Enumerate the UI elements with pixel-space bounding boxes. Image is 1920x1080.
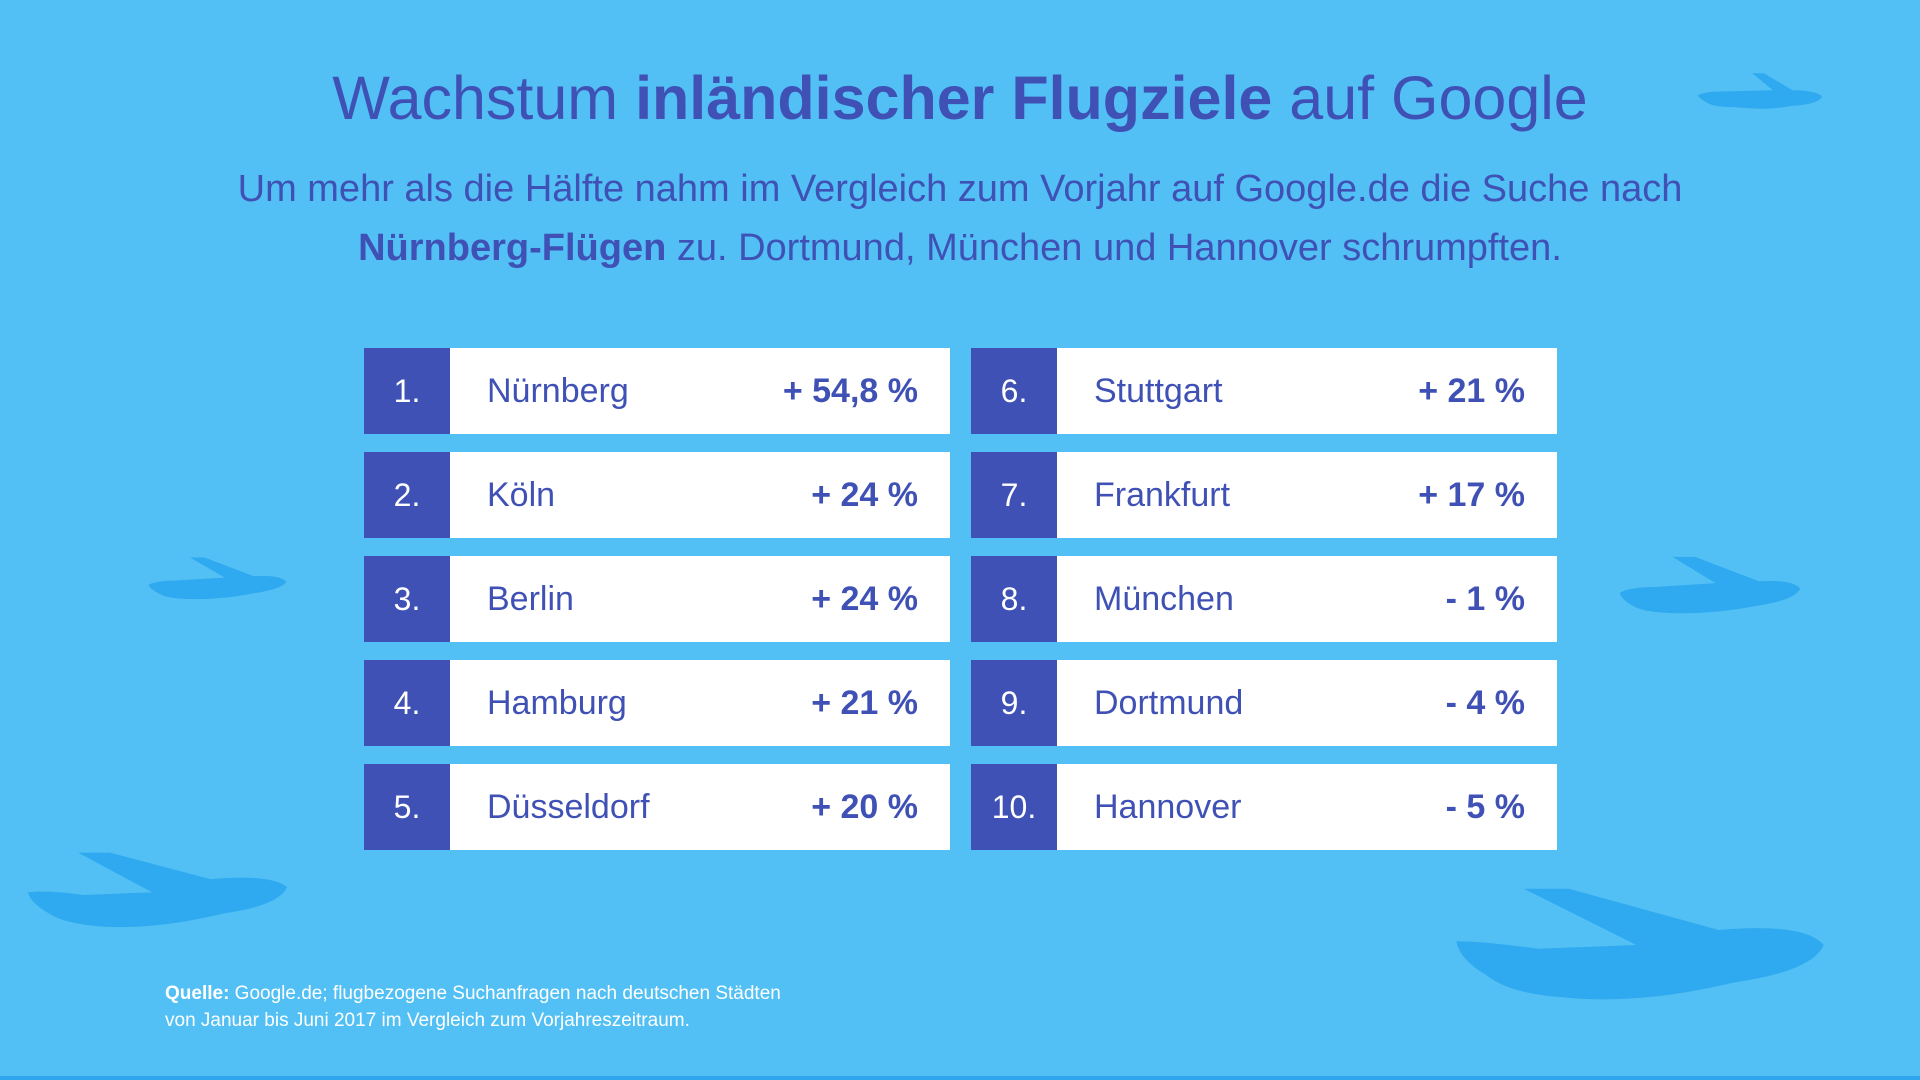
growth-value: - 5 % [1445,787,1525,826]
table-row: 8. München - 1 % [971,556,1557,642]
city-name: Nürnberg [487,371,629,410]
growth-value: + 20 % [811,787,918,826]
city-name: Stuttgart [1094,371,1223,410]
title-prefix: Wachstum [332,64,636,132]
bottom-divider [0,1076,1920,1080]
rank-number: 8. [971,556,1057,642]
growth-value: + 24 % [811,579,918,618]
city-name: Dortmund [1094,683,1244,722]
source-line-2: von Januar bis Juni 2017 im Vergleich zu… [165,1010,690,1031]
rank-number: 3. [364,556,450,642]
city-name: Köln [487,475,556,514]
source-label: Quelle: [165,983,230,1004]
growth-value: + 17 % [1418,475,1525,514]
city-name: Hannover [1094,787,1242,826]
rank-number: 7. [971,452,1057,538]
subtitle: Um mehr als die Hälfte nahm im Vergleich… [160,160,1760,278]
rank-number: 4. [364,660,450,746]
airplane-icon [1697,73,1823,109]
airplane-icon [27,852,288,928]
rank-number: 1. [364,348,450,434]
table-row: 6. Stuttgart + 21 % [971,348,1557,434]
rank-number: 10. [971,764,1057,850]
rank-number: 5. [364,764,450,850]
airplane-icon [1456,888,1824,1000]
growth-value: + 21 % [1418,371,1525,410]
ranking-table: 1. Nürnberg + 54,8 % 2. Köln + 24 % 3. Berlin + … [364,348,1557,852]
growth-value: + 54,8 % [782,371,918,410]
title-emphasis: inländischer Flugziele [635,64,1273,132]
rank-number: 6. [971,348,1057,434]
table-row: 10. Hannover - 5 % [971,764,1557,850]
source-line-1: Google.de; flugbezogene Suchanfragen nac… [229,983,781,1004]
table-row: 7. Frankfurt + 17 % [971,452,1557,538]
table-row: 5. Düsseldorf + 20 % [364,764,950,850]
subtitle-line-2: zu. Dortmund, München und Hannover schru… [666,227,1562,269]
city-name: Frankfurt [1094,475,1231,514]
table-row: 2. Köln + 24 % [364,452,950,538]
rank-number: 2. [364,452,450,538]
airplane-icon [148,557,287,600]
city-name: München [1094,579,1234,618]
table-row: 4. Hamburg + 21 % [364,660,950,746]
subtitle-emphasis: Nürnberg-Flügen [358,227,667,269]
table-row: 1. Nürnberg + 54,8 % [364,348,950,434]
growth-value: + 21 % [811,683,918,722]
table-row: 9. Dortmund - 4 % [971,660,1557,746]
page-title: Wachstum inländischer Flugziele auf Goog… [0,62,1920,134]
airplane-icon [1619,556,1801,614]
city-name: Berlin [487,579,574,618]
growth-value: - 1 % [1445,579,1525,618]
city-name: Hamburg [487,683,627,722]
source-note: Quelle: Google.de; flugbezogene Suchanfr… [165,980,1065,1034]
table-row: 3. Berlin + 24 % [364,556,950,642]
rank-number: 9. [971,660,1057,746]
title-suffix: auf Google [1272,64,1588,132]
growth-value: + 24 % [811,475,918,514]
growth-value: - 4 % [1445,683,1525,722]
subtitle-line-1: Um mehr als die Hälfte nahm im Vergleich… [237,168,1683,210]
city-name: Düsseldorf [487,787,650,826]
